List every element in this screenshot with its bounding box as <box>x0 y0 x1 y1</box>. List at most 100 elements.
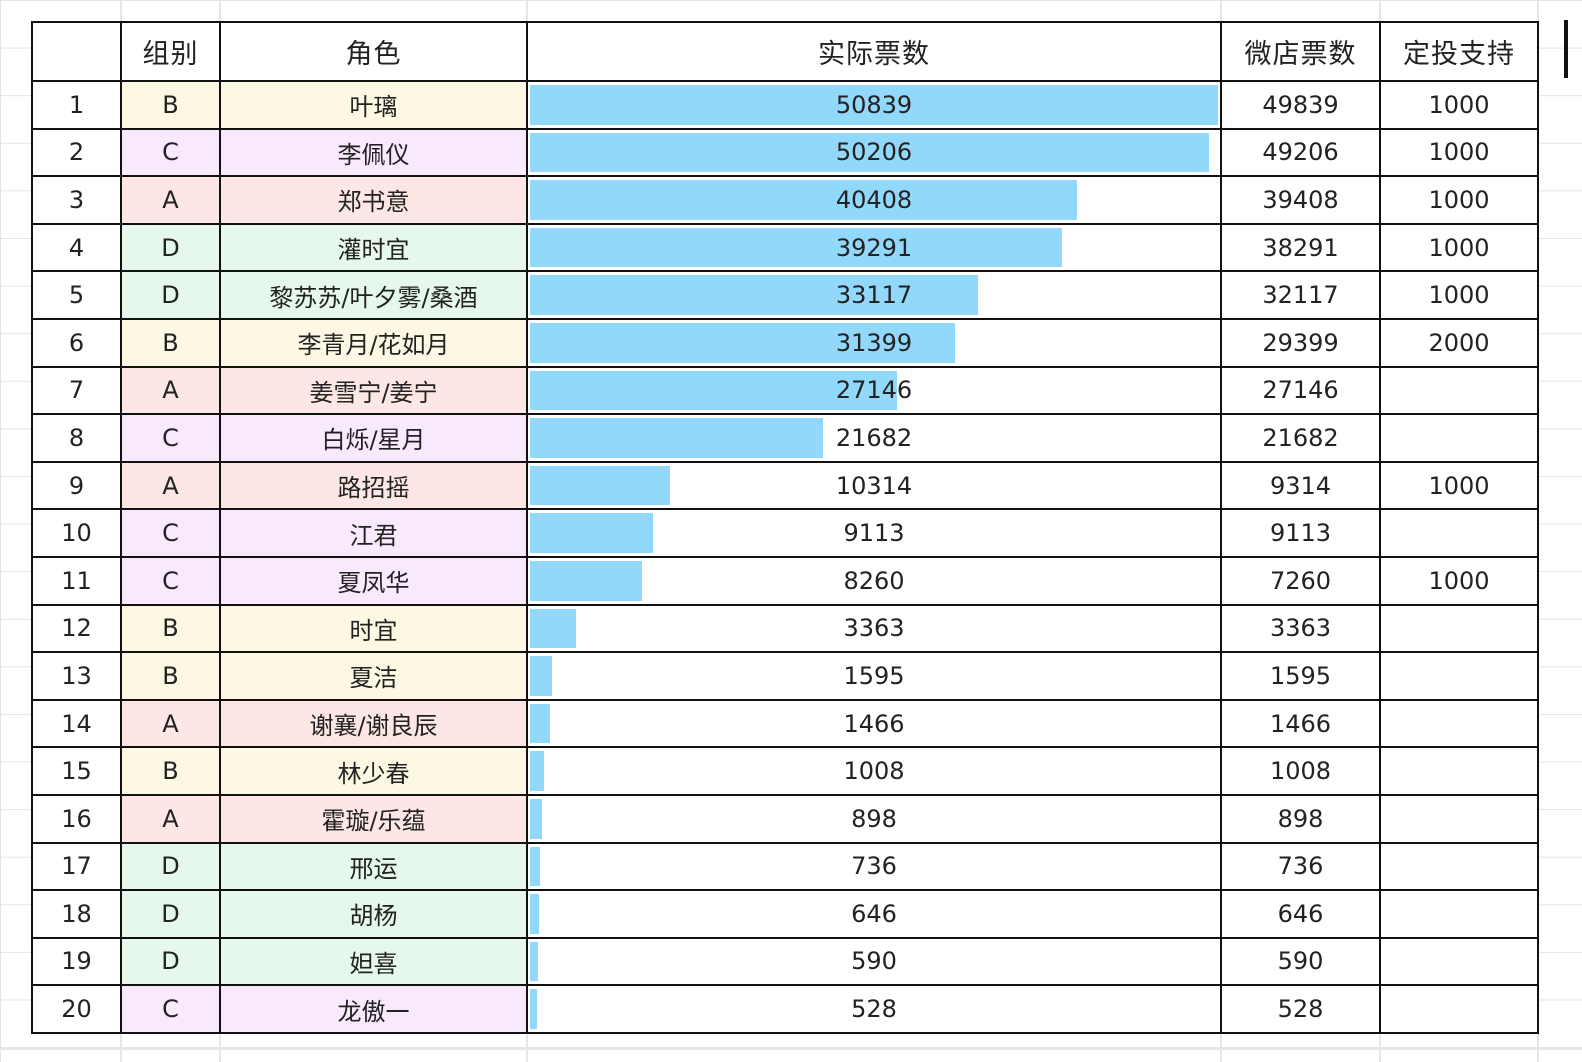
fixed-support-cell[interactable]: 1000 <box>1379 127 1539 178</box>
fixed-support-cell[interactable] <box>1379 793 1539 844</box>
header-group[interactable]: 组别 <box>120 21 221 82</box>
actual-votes-cell[interactable]: 528 <box>526 984 1222 1034</box>
name-cell[interactable]: 妲喜 <box>219 936 528 987</box>
header-index[interactable] <box>31 21 122 82</box>
fixed-support-cell[interactable] <box>1379 508 1539 558</box>
weidian-votes-cell[interactable]: 898 <box>1220 793 1381 844</box>
fixed-support-cell[interactable]: 1000 <box>1379 270 1539 320</box>
weidian-votes-cell[interactable]: 3363 <box>1220 603 1381 654</box>
fixed-support-cell[interactable] <box>1379 365 1539 416</box>
fixed-support-cell[interactable] <box>1379 413 1539 463</box>
fixed-support-cell[interactable] <box>1379 698 1539 749</box>
weidian-votes-cell[interactable]: 646 <box>1220 889 1381 939</box>
fixed-support-cell[interactable]: 1000 <box>1379 555 1539 606</box>
actual-votes-cell[interactable]: 9113 <box>526 508 1222 558</box>
header-name[interactable]: 角色 <box>219 21 528 82</box>
group-cell[interactable]: C <box>120 508 221 558</box>
name-cell[interactable]: 时宜 <box>219 603 528 654</box>
group-cell[interactable]: D <box>120 270 221 320</box>
fixed-support-cell[interactable] <box>1379 984 1539 1034</box>
actual-votes-cell[interactable]: 590 <box>526 936 1222 987</box>
actual-votes-cell[interactable]: 31399 <box>526 317 1222 368</box>
weidian-votes-cell[interactable]: 38291 <box>1220 222 1381 273</box>
weidian-votes-cell[interactable]: 7260 <box>1220 555 1381 606</box>
row-index-cell[interactable]: 7 <box>31 365 122 416</box>
fixed-support-cell[interactable]: 1000 <box>1379 80 1539 130</box>
weidian-votes-cell[interactable]: 1595 <box>1220 651 1381 701</box>
group-cell[interactable]: C <box>120 127 221 178</box>
name-cell[interactable]: 邢运 <box>219 841 528 892</box>
actual-votes-cell[interactable]: 898 <box>526 793 1222 844</box>
row-index-cell[interactable]: 13 <box>31 651 122 701</box>
actual-votes-cell[interactable]: 10314 <box>526 460 1222 511</box>
group-cell[interactable]: B <box>120 80 221 130</box>
weidian-votes-cell[interactable]: 49206 <box>1220 127 1381 178</box>
group-cell[interactable]: B <box>120 651 221 701</box>
fixed-support-cell[interactable] <box>1379 651 1539 701</box>
name-cell[interactable]: 林少春 <box>219 746 528 796</box>
weidian-votes-cell[interactable]: 9113 <box>1220 508 1381 558</box>
name-cell[interactable]: 叶璃 <box>219 80 528 130</box>
row-index-cell[interactable]: 4 <box>31 222 122 273</box>
name-cell[interactable]: 江君 <box>219 508 528 558</box>
weidian-votes-cell[interactable]: 21682 <box>1220 413 1381 463</box>
actual-votes-cell[interactable]: 21682 <box>526 413 1222 463</box>
name-cell[interactable]: 灌时宜 <box>219 222 528 273</box>
weidian-votes-cell[interactable]: 29399 <box>1220 317 1381 368</box>
header-actual-votes[interactable]: 实际票数 <box>526 21 1222 82</box>
fixed-support-cell[interactable] <box>1379 936 1539 987</box>
actual-votes-cell[interactable]: 8260 <box>526 555 1222 606</box>
group-cell[interactable]: A <box>120 698 221 749</box>
row-index-cell[interactable]: 16 <box>31 793 122 844</box>
actual-votes-cell[interactable]: 3363 <box>526 603 1222 654</box>
row-index-cell[interactable]: 5 <box>31 270 122 320</box>
fixed-support-cell[interactable]: 2000 <box>1379 317 1539 368</box>
row-index-cell[interactable]: 3 <box>31 175 122 225</box>
weidian-votes-cell[interactable]: 590 <box>1220 936 1381 987</box>
actual-votes-cell[interactable]: 33117 <box>526 270 1222 320</box>
row-index-cell[interactable]: 8 <box>31 413 122 463</box>
weidian-votes-cell[interactable]: 39408 <box>1220 175 1381 225</box>
name-cell[interactable]: 郑书意 <box>219 175 528 225</box>
weidian-votes-cell[interactable]: 32117 <box>1220 270 1381 320</box>
header-weidian-votes[interactable]: 微店票数 <box>1220 21 1381 82</box>
actual-votes-cell[interactable]: 1595 <box>526 651 1222 701</box>
group-cell[interactable]: D <box>120 841 221 892</box>
row-index-cell[interactable]: 1 <box>31 80 122 130</box>
weidian-votes-cell[interactable]: 1008 <box>1220 746 1381 796</box>
row-index-cell[interactable]: 15 <box>31 746 122 796</box>
fixed-support-cell[interactable]: 1000 <box>1379 460 1539 511</box>
actual-votes-cell[interactable]: 646 <box>526 889 1222 939</box>
row-index-cell[interactable]: 18 <box>31 889 122 939</box>
row-index-cell[interactable]: 14 <box>31 698 122 749</box>
weidian-votes-cell[interactable]: 9314 <box>1220 460 1381 511</box>
row-index-cell[interactable]: 10 <box>31 508 122 558</box>
actual-votes-cell[interactable]: 27146 <box>526 365 1222 416</box>
actual-votes-cell[interactable]: 1466 <box>526 698 1222 749</box>
row-index-cell[interactable]: 6 <box>31 317 122 368</box>
actual-votes-cell[interactable]: 736 <box>526 841 1222 892</box>
row-index-cell[interactable]: 2 <box>31 127 122 178</box>
group-cell[interactable]: D <box>120 222 221 273</box>
name-cell[interactable]: 龙傲一 <box>219 984 528 1034</box>
group-cell[interactable]: C <box>120 555 221 606</box>
group-cell[interactable]: A <box>120 175 221 225</box>
fixed-support-cell[interactable]: 1000 <box>1379 175 1539 225</box>
row-index-cell[interactable]: 11 <box>31 555 122 606</box>
fixed-support-cell[interactable] <box>1379 841 1539 892</box>
group-cell[interactable]: B <box>120 746 221 796</box>
row-index-cell[interactable]: 9 <box>31 460 122 511</box>
name-cell[interactable]: 白烁/星月 <box>219 413 528 463</box>
weidian-votes-cell[interactable]: 528 <box>1220 984 1381 1034</box>
name-cell[interactable]: 霍璇/乐蕴 <box>219 793 528 844</box>
weidian-votes-cell[interactable]: 1466 <box>1220 698 1381 749</box>
row-index-cell[interactable]: 12 <box>31 603 122 654</box>
row-index-cell[interactable]: 17 <box>31 841 122 892</box>
weidian-votes-cell[interactable]: 27146 <box>1220 365 1381 416</box>
name-cell[interactable]: 李佩仪 <box>219 127 528 178</box>
group-cell[interactable]: A <box>120 365 221 416</box>
group-cell[interactable]: C <box>120 413 221 463</box>
actual-votes-cell[interactable]: 1008 <box>526 746 1222 796</box>
actual-votes-cell[interactable]: 50839 <box>526 80 1222 130</box>
fixed-support-cell[interactable] <box>1379 603 1539 654</box>
